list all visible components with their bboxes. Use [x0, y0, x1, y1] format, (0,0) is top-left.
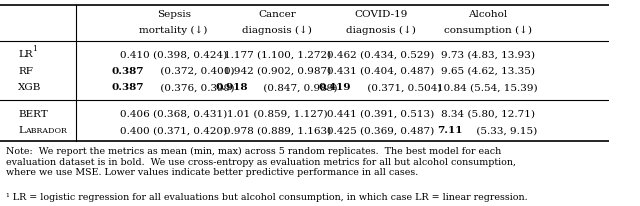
Text: Cancer: Cancer	[259, 10, 296, 19]
Text: LR: LR	[19, 50, 33, 59]
Text: (0.371, 0.504): (0.371, 0.504)	[364, 83, 442, 92]
Text: 0.431 (0.404, 0.487): 0.431 (0.404, 0.487)	[327, 67, 435, 76]
Text: XGB: XGB	[19, 83, 42, 92]
Text: 0.978 (0.889, 1.163): 0.978 (0.889, 1.163)	[223, 126, 331, 135]
Text: 1.177 (1.100, 1.272): 1.177 (1.100, 1.272)	[223, 50, 331, 59]
Text: Sepsis: Sepsis	[157, 10, 191, 19]
Text: 0.441 (0.391, 0.513): 0.441 (0.391, 0.513)	[327, 110, 435, 119]
Text: 1: 1	[32, 45, 37, 53]
Text: 9.65 (4.62, 13.35): 9.65 (4.62, 13.35)	[440, 67, 534, 76]
Text: 0.387: 0.387	[111, 83, 144, 92]
Text: (5.33, 9.15): (5.33, 9.15)	[472, 126, 537, 135]
Text: RF: RF	[19, 67, 33, 76]
Text: BERT: BERT	[19, 110, 48, 119]
Text: ABRADOR: ABRADOR	[25, 127, 67, 135]
Text: 0.400 (0.371, 0.420): 0.400 (0.371, 0.420)	[120, 126, 227, 135]
Text: 1.01 (0.859, 1.127): 1.01 (0.859, 1.127)	[227, 110, 328, 119]
Text: 0.419: 0.419	[319, 83, 351, 92]
Text: (0.372, 0.401): (0.372, 0.401)	[157, 67, 234, 76]
Text: 10.84 (5.54, 15.39): 10.84 (5.54, 15.39)	[437, 83, 538, 92]
Text: 0.462 (0.434, 0.529): 0.462 (0.434, 0.529)	[327, 50, 435, 59]
Text: 0.410 (0.398, 0.424): 0.410 (0.398, 0.424)	[120, 50, 227, 59]
Text: 0.425 (0.369, 0.487): 0.425 (0.369, 0.487)	[327, 126, 435, 135]
Text: mortality (↓): mortality (↓)	[140, 26, 208, 35]
Text: 0.942 (0.902, 0.987): 0.942 (0.902, 0.987)	[223, 67, 331, 76]
Text: (0.376, 0.399): (0.376, 0.399)	[157, 83, 234, 92]
Text: diagnosis (↓): diagnosis (↓)	[346, 26, 416, 35]
Text: 8.34 (5.80, 12.71): 8.34 (5.80, 12.71)	[440, 110, 534, 119]
Text: 0.918: 0.918	[215, 83, 248, 92]
Text: consumption (↓): consumption (↓)	[444, 26, 532, 35]
Text: (0.847, 0.989): (0.847, 0.989)	[260, 83, 338, 92]
Text: 9.73 (4.83, 13.93): 9.73 (4.83, 13.93)	[440, 50, 534, 59]
Text: 7.11: 7.11	[436, 126, 462, 135]
Text: ¹ LR = logistic regression for all evaluations but alcohol consumption, in which: ¹ LR = logistic regression for all evalu…	[6, 193, 528, 202]
Text: Note:  We report the metrics as mean (min, max) across 5 random replicates.  The: Note: We report the metrics as mean (min…	[6, 147, 516, 177]
Text: L: L	[19, 126, 25, 135]
Text: Alcohol: Alcohol	[468, 10, 507, 19]
Text: diagnosis (↓): diagnosis (↓)	[243, 26, 312, 35]
Text: 0.406 (0.368, 0.431): 0.406 (0.368, 0.431)	[120, 110, 227, 119]
Text: 0.387: 0.387	[111, 67, 144, 76]
Text: COVID-19: COVID-19	[354, 10, 408, 19]
